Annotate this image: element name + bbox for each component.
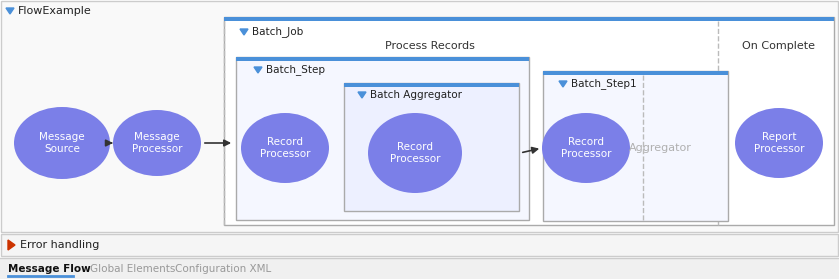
Ellipse shape [14, 107, 110, 179]
Text: Global Elements: Global Elements [90, 264, 175, 274]
FancyBboxPatch shape [224, 17, 834, 20]
FancyBboxPatch shape [0, 258, 839, 279]
Text: Record
Processor: Record Processor [390, 142, 440, 164]
FancyBboxPatch shape [1, 1, 838, 232]
Polygon shape [358, 92, 366, 98]
Polygon shape [254, 67, 262, 73]
Text: Batch_Step: Batch_Step [266, 64, 325, 75]
FancyBboxPatch shape [344, 83, 519, 211]
Ellipse shape [368, 113, 462, 193]
Text: Message
Source: Message Source [39, 132, 85, 154]
Ellipse shape [241, 113, 329, 183]
FancyBboxPatch shape [236, 57, 529, 220]
Text: Batch_Job: Batch_Job [252, 27, 303, 37]
Text: Message Flow: Message Flow [8, 264, 91, 274]
Text: Report
Processor: Report Processor [753, 132, 805, 154]
Text: Batch_Step1: Batch_Step1 [571, 79, 637, 90]
Text: FlowExample: FlowExample [18, 6, 91, 16]
Polygon shape [6, 8, 14, 14]
Text: Error handling: Error handling [20, 240, 99, 250]
Text: Aggregator: Aggregator [628, 143, 691, 153]
Text: Process Records: Process Records [385, 41, 475, 51]
Ellipse shape [542, 113, 630, 183]
Polygon shape [8, 240, 15, 250]
FancyBboxPatch shape [344, 83, 519, 86]
FancyBboxPatch shape [224, 17, 834, 225]
FancyBboxPatch shape [543, 71, 728, 221]
Polygon shape [559, 81, 567, 87]
Text: Record
Processor: Record Processor [260, 137, 310, 159]
FancyBboxPatch shape [236, 57, 529, 61]
Text: Record
Processor: Record Processor [560, 137, 612, 159]
Text: Configuration XML: Configuration XML [175, 264, 271, 274]
Text: Message
Processor: Message Processor [132, 132, 182, 154]
Text: Batch Aggregator: Batch Aggregator [370, 90, 462, 100]
Ellipse shape [113, 110, 201, 176]
Polygon shape [240, 29, 248, 35]
Text: On Complete: On Complete [743, 41, 816, 51]
FancyBboxPatch shape [543, 71, 728, 74]
Ellipse shape [735, 108, 823, 178]
FancyBboxPatch shape [1, 234, 838, 256]
